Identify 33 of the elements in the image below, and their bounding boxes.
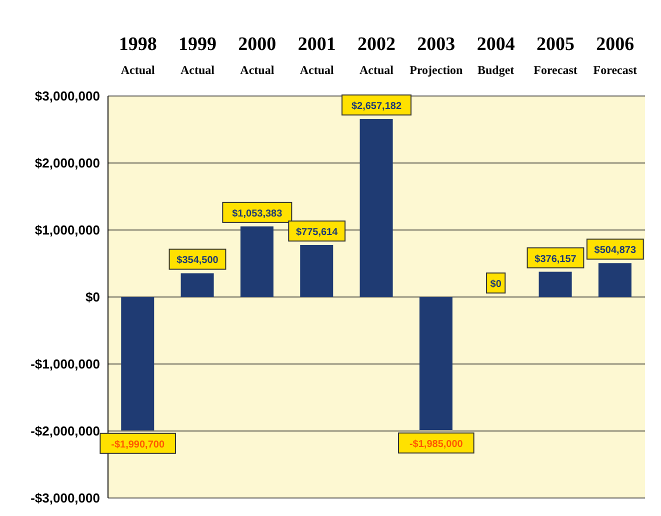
bar (598, 263, 632, 297)
x-tick-label: 1998 Actual (118, 34, 157, 77)
bar (360, 118, 393, 297)
y-tick-label: $1,000,000 (34, 222, 100, 238)
x-tick-label: 2004 Budget (476, 34, 516, 77)
data-label: $504,873 (594, 245, 636, 256)
bar (180, 273, 214, 297)
bar (419, 297, 452, 430)
x-tick-label: 2000 Actual (238, 34, 276, 77)
data-label: $2,657,182 (351, 100, 402, 112)
data-label: $1,053,383 (232, 208, 283, 220)
y-tick-label: $2,000,000 (34, 156, 100, 171)
y-tick-label: $3,000,000 (34, 88, 100, 104)
x-tick-label: 2001 Actual (298, 34, 336, 77)
data-label: -$1,985,000 (409, 438, 464, 450)
y-tick-label: $0 (86, 290, 100, 305)
data-label: $354,500 (176, 255, 219, 266)
bar (240, 226, 274, 297)
x-tick-label: 2003 Projection (410, 34, 464, 77)
data-label: $0 (490, 279, 502, 290)
bar (121, 297, 154, 430)
data-label: -$1,990,700 (111, 439, 165, 450)
x-tick-label: 2002 Actual (358, 34, 396, 77)
y-tick-label: -$1,000,000 (30, 356, 100, 372)
data-label: $775,614 (296, 227, 338, 238)
y-tick-label: -$3,000,000 (30, 490, 100, 506)
data-label: $376,157 (534, 254, 577, 265)
x-tick-label: 2006 Forecast (593, 34, 638, 77)
x-tick-label: 1999 Actual (178, 34, 216, 77)
x-tick-label: 2005 Forecast (534, 34, 578, 77)
bar (538, 272, 572, 297)
bar (300, 245, 334, 297)
y-tick-label: -$2,000,000 (30, 424, 100, 439)
